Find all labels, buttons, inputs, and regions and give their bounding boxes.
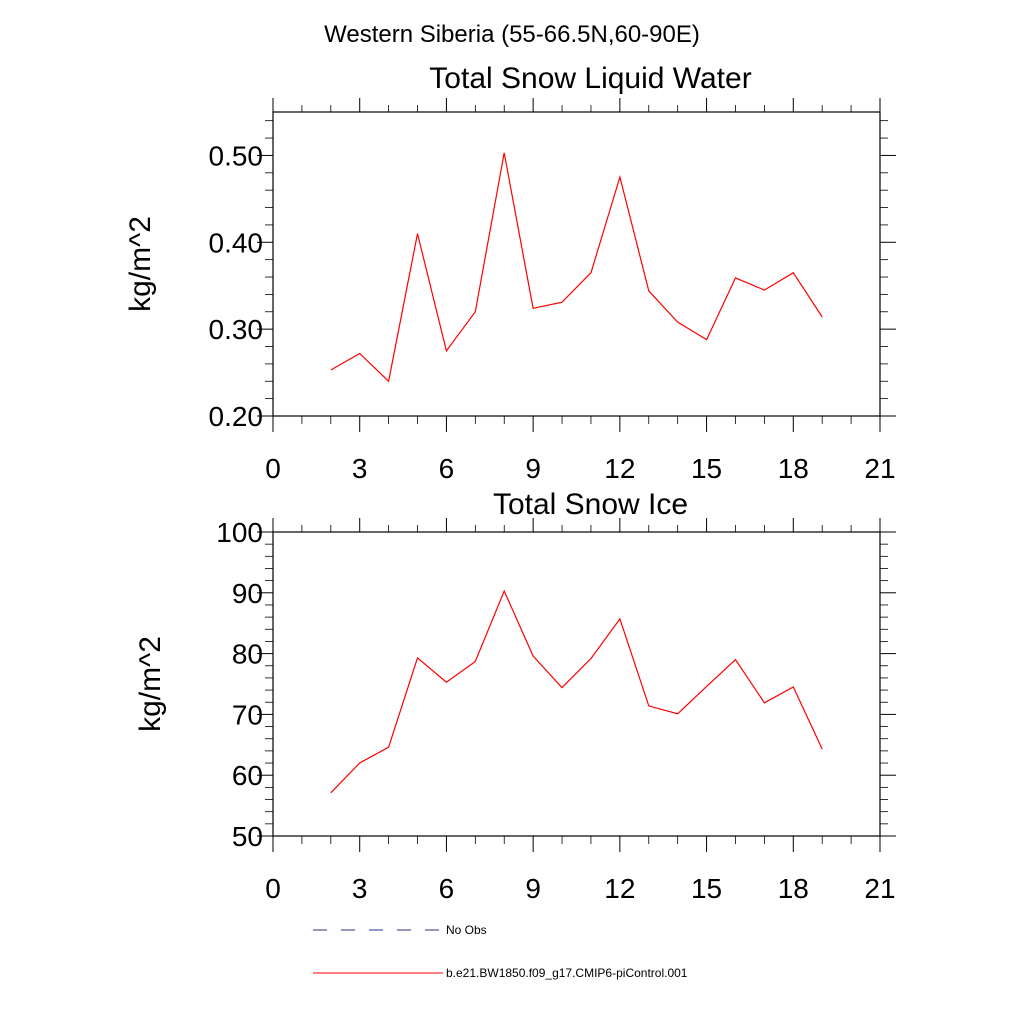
y-tick-label: 70 bbox=[232, 699, 263, 730]
chart-panel-2: Total Snow Ice kg/m^2 0 3 6 9 12 15 18 21 50 60 70 80… bbox=[134, 488, 896, 904]
plot-frame bbox=[272, 111, 881, 417]
x-tick-label: 9 bbox=[525, 453, 541, 484]
y-tick-label: 0.20 bbox=[209, 401, 264, 432]
x-tick-label: 21 bbox=[864, 453, 895, 484]
chart-panel-1: Total Snow Liquid Water kg/m^2 0 3 6 9 12 15 18 2… bbox=[124, 62, 896, 484]
x-tick-label: 6 bbox=[439, 873, 455, 904]
x-tick-label: 3 bbox=[352, 873, 368, 904]
x-tick-label: 0 bbox=[265, 873, 281, 904]
y-axis-label: kg/m^2 bbox=[134, 636, 167, 732]
legend: No Obs b.e21.BW1850.f09_g17.CMIP6-piCont… bbox=[313, 923, 688, 980]
y-tick-label: 90 bbox=[232, 578, 263, 609]
x-tick-label: 21 bbox=[864, 873, 895, 904]
x-tick-label: 3 bbox=[352, 453, 368, 484]
x-tick-label: 18 bbox=[778, 453, 809, 484]
y-tick-label: 0.50 bbox=[209, 140, 264, 171]
y-axis-label: kg/m^2 bbox=[124, 216, 157, 312]
y-tick-label: 100 bbox=[216, 517, 263, 548]
legend-model-label: b.e21.BW1850.f09_g17.CMIP6-piControl.001 bbox=[446, 966, 688, 980]
chart-title: Total Snow Liquid Water bbox=[429, 62, 751, 95]
figure-title: Western Siberia (55-66.5N,60-90E) bbox=[324, 21, 700, 48]
x-tick-label: 15 bbox=[691, 873, 722, 904]
x-tick-label: 12 bbox=[604, 453, 635, 484]
x-tick-label: 12 bbox=[604, 873, 635, 904]
chart-panels: Total Snow Liquid Water kg/m^2 0 3 6 9 12 15 18 2… bbox=[124, 62, 896, 904]
series-line bbox=[330, 152, 823, 383]
series-line bbox=[330, 589, 823, 794]
y-tick-label: 0.40 bbox=[209, 227, 264, 258]
x-tick-label: 6 bbox=[439, 453, 455, 484]
x-tick-label: 18 bbox=[778, 873, 809, 904]
x-tick-label: 0 bbox=[265, 453, 281, 484]
y-tick-label: 0.30 bbox=[209, 314, 264, 345]
y-tick-label: 50 bbox=[232, 821, 263, 852]
y-tick-label: 80 bbox=[232, 639, 263, 670]
y-tick-label: 60 bbox=[232, 760, 263, 791]
plot-frame bbox=[272, 531, 881, 837]
x-tick-label: 15 bbox=[691, 453, 722, 484]
x-tick-label: 9 bbox=[525, 873, 541, 904]
legend-obs-label: No Obs bbox=[446, 923, 487, 937]
chart-title: Total Snow Ice bbox=[493, 488, 688, 521]
